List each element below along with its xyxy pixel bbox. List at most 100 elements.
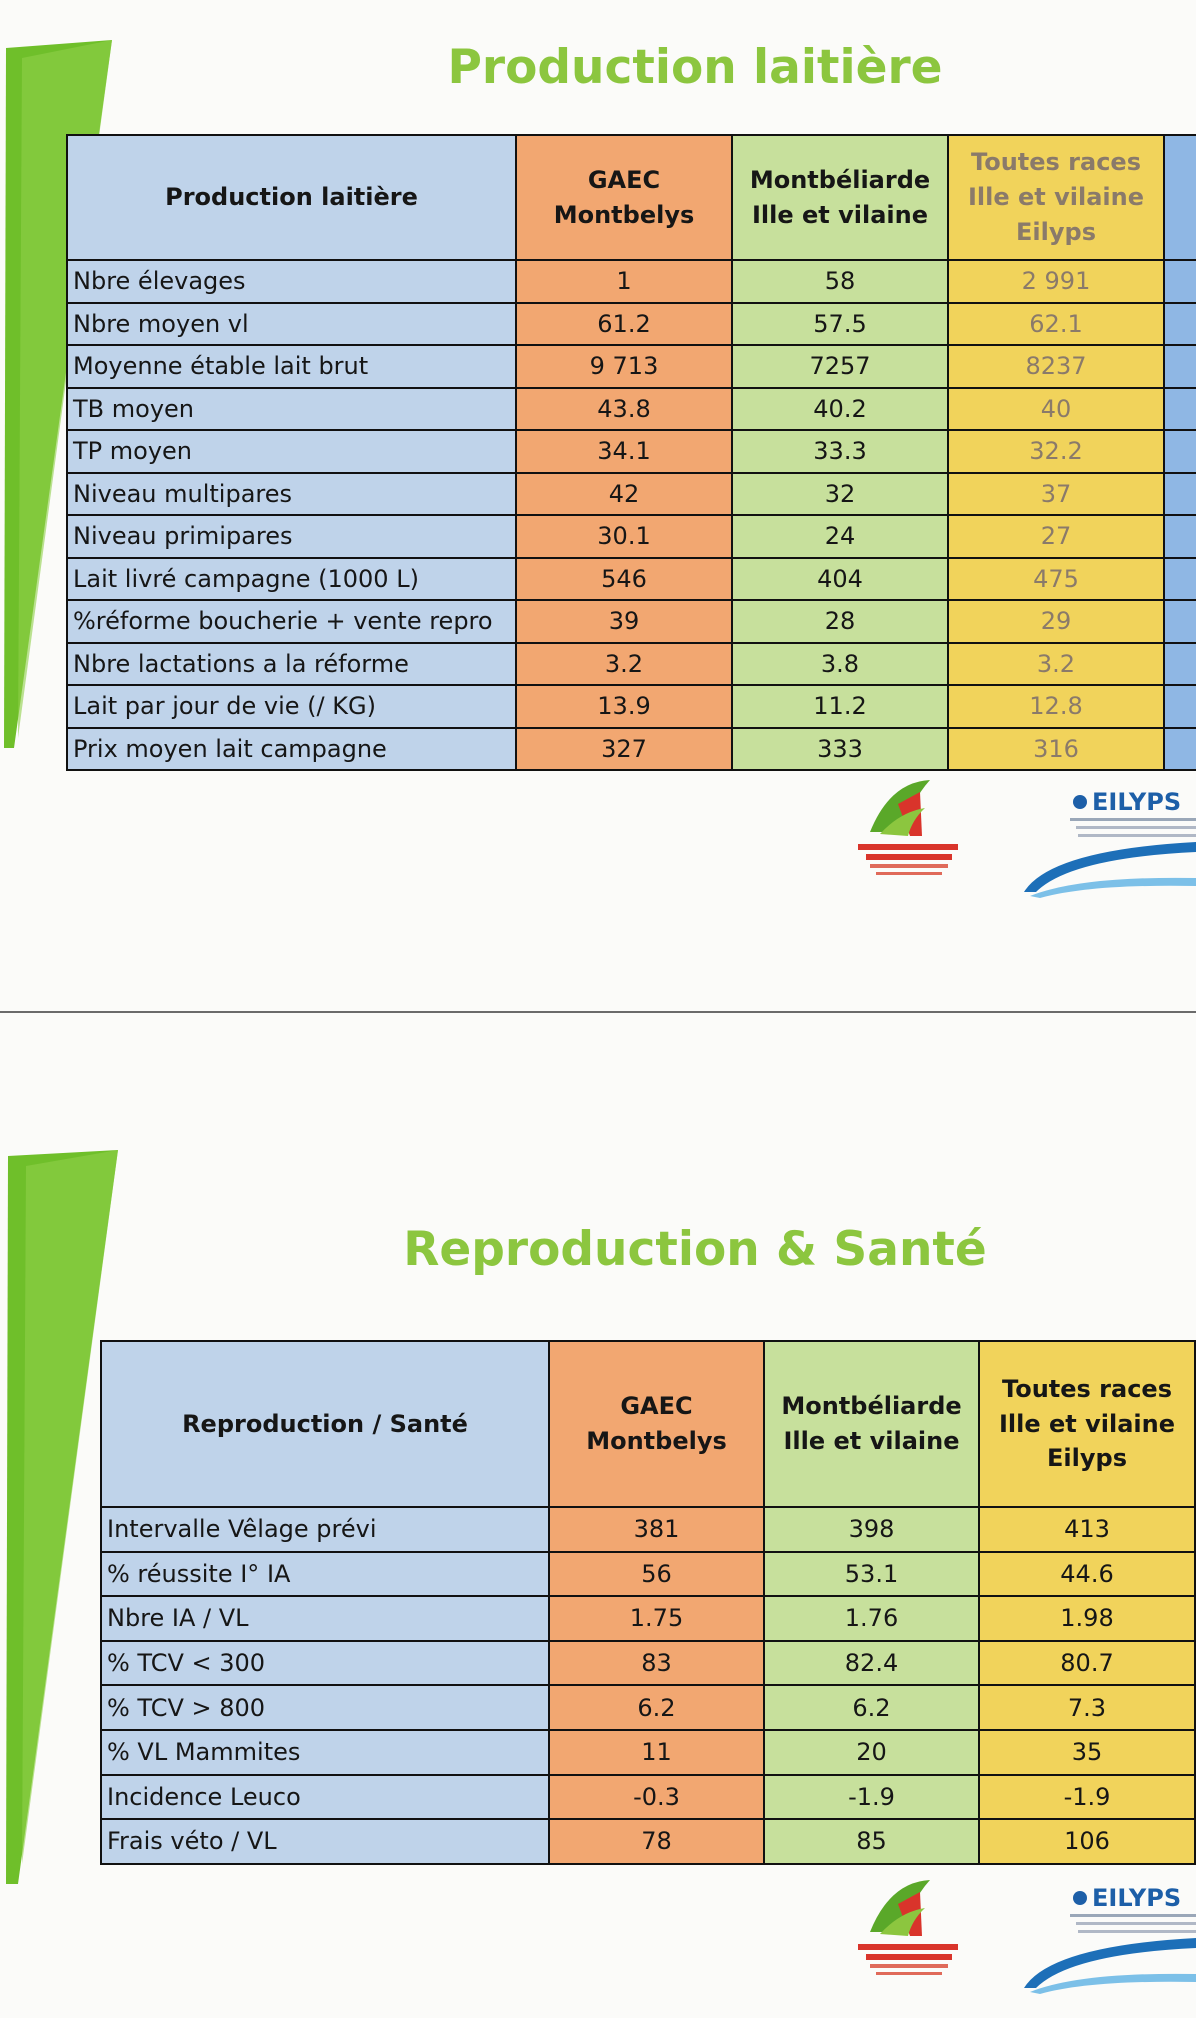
- cell-value: 3.2: [947, 641, 1165, 686]
- table-header-row: Production laitière GAEC Montbelys Montbél…: [66, 134, 1196, 261]
- cell-value: 546: [515, 556, 733, 601]
- cell-value: 78: [548, 1818, 765, 1865]
- cell-value: 85: [763, 1818, 980, 1865]
- cropped-column: [1163, 556, 1196, 601]
- cell-value: 40.2: [731, 386, 949, 431]
- cell-value: 27: [947, 514, 1165, 559]
- cell-value: 381: [548, 1506, 765, 1553]
- row-label: % réussite I° IA: [100, 1550, 550, 1598]
- cell-value: 11: [548, 1728, 765, 1776]
- row-header-title: Reproduction / Santé: [100, 1340, 550, 1508]
- cell-value: 333: [731, 726, 949, 771]
- cell-value: 12.8: [947, 684, 1165, 729]
- row-label: TP moyen: [66, 429, 517, 474]
- row-label: % TCV > 800: [100, 1684, 550, 1731]
- table-row: Prix moyen lait campagne 327 333 316: [66, 726, 1196, 771]
- cell-value: 1.98: [978, 1595, 1196, 1642]
- row-label: Frais véto / VL: [100, 1818, 550, 1865]
- row-label: % TCV < 300: [100, 1639, 550, 1687]
- production-page: Production laitière Production laitière G…: [4, 40, 1196, 900]
- eilyps-logo: EILYPS: [1020, 780, 1196, 900]
- column-header: Toutes races Ille et vilaine Eilyps: [978, 1340, 1196, 1508]
- page-divider: [0, 1011, 1196, 1013]
- cell-value: 1.76: [763, 1595, 980, 1642]
- cell-value: 8237: [947, 344, 1165, 389]
- table-row: % TCV > 800 6.2 6.2 7.3: [100, 1684, 1196, 1731]
- table-row: Incidence Leuco -0.3 -1.9 -1.9: [100, 1773, 1196, 1821]
- table-row: Niveau primipares 30.1 24 27: [66, 514, 1196, 559]
- table-row: Nbre moyen vl 61.2 57.5 62.1: [66, 301, 1196, 346]
- cell-value: 9 713: [515, 344, 733, 389]
- cell-value: 61.2: [515, 301, 733, 346]
- cell-value: -1.9: [978, 1773, 1196, 1821]
- cell-value: 62.1: [947, 301, 1165, 346]
- row-label: Nbre lactations a la réforme: [66, 641, 517, 686]
- cell-value: 13.9: [515, 684, 733, 729]
- cell-value: 33.3: [731, 429, 949, 474]
- agricultures-territoires-logo: [850, 772, 965, 890]
- cell-value: 24: [731, 514, 949, 559]
- cropped-column: [1163, 726, 1196, 771]
- cell-value: 37: [947, 471, 1165, 516]
- cell-value: 53.1: [763, 1550, 980, 1598]
- table-row: % TCV < 300 83 82.4 80.7: [100, 1639, 1196, 1687]
- table-row: Moyenne étable lait brut 9 713 7257 8237: [66, 344, 1196, 389]
- cell-value: 32: [731, 471, 949, 516]
- row-label: Incidence Leuco: [100, 1773, 550, 1821]
- column-header: Montbéliarde Ille et vilaine: [763, 1340, 980, 1508]
- table-row: Nbre élevages 1 58 2 991: [66, 259, 1196, 304]
- row-label: Prix moyen lait campagne: [66, 726, 517, 771]
- row-label: % VL Mammites: [100, 1728, 550, 1776]
- row-label: Nbre élevages: [66, 259, 517, 304]
- section-title: Reproduction & Santé: [403, 1222, 987, 1277]
- cropped-column: [1163, 259, 1196, 304]
- reproduction-page: Reproduction & Santé Reproduction / Sant…: [0, 1014, 1196, 2018]
- agricultures-territoires-logo: [850, 1872, 965, 1990]
- cropped-column: [1163, 429, 1196, 474]
- cell-value: 475: [947, 556, 1165, 601]
- cell-value: 106: [978, 1818, 1196, 1865]
- cell-value: 1.75: [548, 1595, 765, 1642]
- row-label: TB moyen: [66, 386, 517, 431]
- row-label: Lait par jour de vie (/ KG): [66, 684, 517, 729]
- cell-value: 20: [763, 1728, 980, 1776]
- row-label: Nbre moyen vl: [66, 301, 517, 346]
- cropped-column: [1163, 386, 1196, 431]
- row-header-title: Production laitière: [66, 134, 517, 261]
- row-label: Niveau primipares: [66, 514, 517, 559]
- row-label: Intervalle Vêlage prévi: [100, 1506, 550, 1553]
- table-row: TP moyen 34.1 33.3 32.2: [66, 429, 1196, 474]
- cropped-column: [1163, 344, 1196, 389]
- eilyps-logo: EILYPS: [1020, 1876, 1196, 1996]
- cell-value: 29: [947, 599, 1165, 644]
- table-row: Lait par jour de vie (/ KG) 13.9 11.2 12.8: [66, 684, 1196, 729]
- cell-value: 44.6: [978, 1550, 1196, 1598]
- cell-value: 42: [515, 471, 733, 516]
- cell-value: 57.5: [731, 301, 949, 346]
- table-row: Lait livré campagne (1000 L) 546 404 475: [66, 556, 1196, 601]
- cell-value: 30.1: [515, 514, 733, 559]
- cell-value: 56: [548, 1550, 765, 1598]
- cell-value: 6.2: [763, 1684, 980, 1731]
- table-row: % réussite I° IA 56 53.1 44.6: [100, 1550, 1196, 1598]
- cell-value: 35: [978, 1728, 1196, 1776]
- row-label: %réforme boucherie + vente repro: [66, 599, 517, 644]
- row-label: Lait livré campagne (1000 L): [66, 556, 517, 601]
- reproduction-table: Reproduction / Santé GAEC Montbelys Montbé…: [100, 1340, 1196, 1865]
- cell-value: 43.8: [515, 386, 733, 431]
- cell-value: 2 991: [947, 259, 1165, 304]
- table-row: TB moyen 43.8 40.2 40: [66, 386, 1196, 431]
- cell-value: 7.3: [978, 1684, 1196, 1731]
- cell-value: 327: [515, 726, 733, 771]
- cell-value: 34.1: [515, 429, 733, 474]
- column-header: Montbéliarde Ille et vilaine: [731, 134, 949, 261]
- table-row: Frais véto / VL 78 85 106: [100, 1818, 1196, 1865]
- table-row: Niveau multipares 42 32 37: [66, 471, 1196, 516]
- cell-value: 28: [731, 599, 949, 644]
- table-row: % VL Mammites 11 20 35: [100, 1728, 1196, 1776]
- cropped-column: [1163, 134, 1196, 261]
- green-accent-bar: [0, 1144, 125, 1884]
- cell-value: -0.3: [548, 1773, 765, 1821]
- column-header: GAEC Montbelys: [515, 134, 733, 261]
- cropped-column: [1163, 641, 1196, 686]
